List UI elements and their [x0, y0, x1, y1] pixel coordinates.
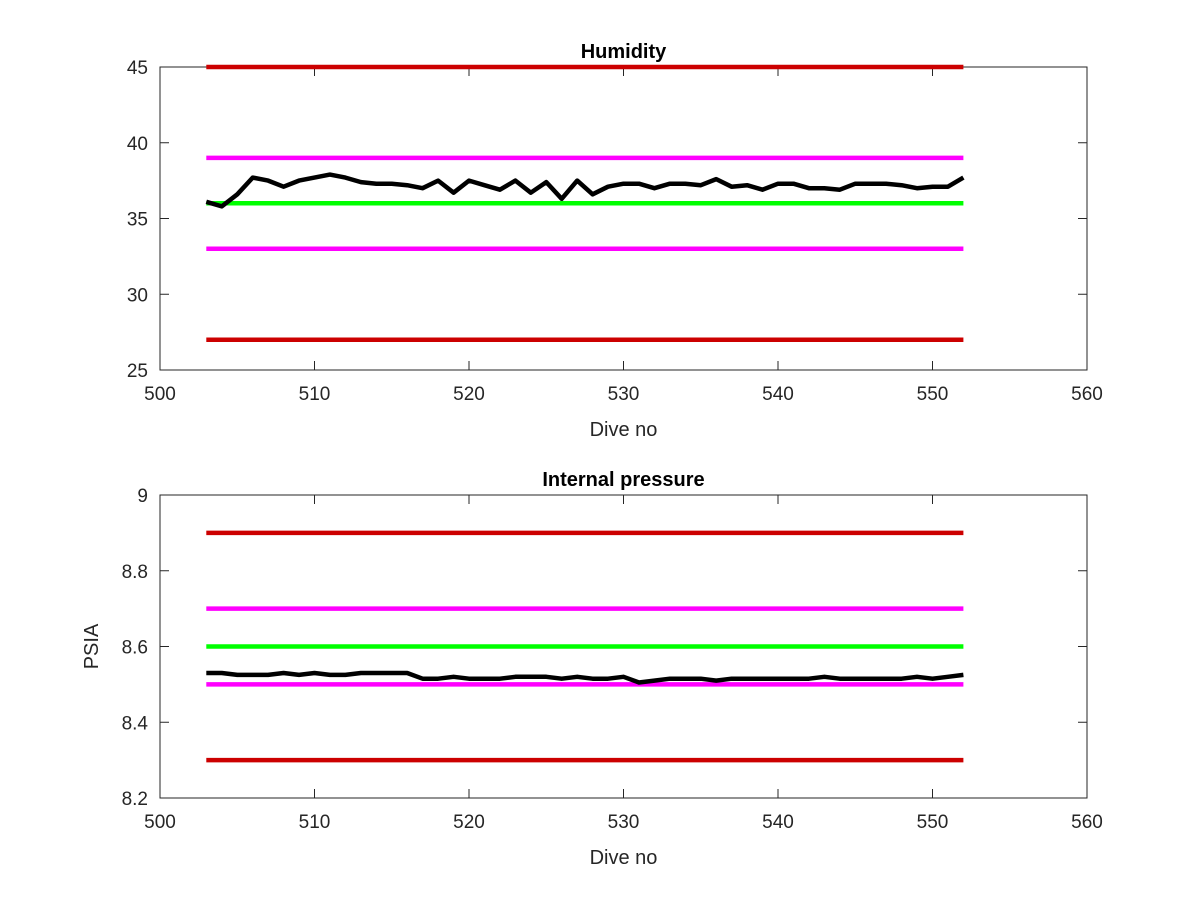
humidity-x-tick-label: 540 — [762, 384, 794, 405]
pressure-x-tick-label: 500 — [144, 812, 176, 833]
pressure-y-tick-label: 8.2 — [122, 789, 148, 810]
pressure-y-tick-label: 8.8 — [122, 562, 148, 583]
pressure-x-tick-label: 530 — [608, 812, 640, 833]
humidity-x-tick-label: 510 — [299, 384, 331, 405]
pressure-y-axis-label: PSIA — [81, 623, 103, 669]
pressure-data-line — [206, 670, 964, 685]
pressure-plot: 500 510 520 530 540 550 560 8.2 8.4 8.6 8.8 9 Inter… — [81, 469, 1103, 869]
pressure-x-tick-label: 520 — [453, 812, 485, 833]
humidity-x-tick-label: 500 — [144, 384, 176, 405]
humidity-axes-frame — [159, 66, 1088, 371]
pressure-title: Internal pressure — [542, 469, 704, 491]
humidity-y-tick-label: 30 — [127, 285, 148, 306]
pressure-x-tick-label: 560 — [1071, 812, 1103, 833]
humidity-x-tick-label: 530 — [608, 384, 640, 405]
pressure-ticks: 500 510 520 530 540 550 560 8.2 8.4 8.6 8.8 9 — [122, 486, 1103, 833]
pressure-series — [206, 530, 964, 763]
humidity-title: Humidity — [581, 41, 667, 63]
pressure-x-axis-label: Dive no — [590, 847, 658, 869]
humidity-data-line — [205, 172, 965, 209]
humidity-plot: 500 510 520 530 540 550 560 25 30 35 40 45 Humidity… — [127, 41, 1103, 441]
pressure-y-tick-label: 9 — [137, 486, 148, 507]
pressure-y-tick-label: 8.6 — [122, 638, 148, 659]
humidity-ticks: 500 510 520 530 540 550 560 25 30 35 40 45 — [127, 58, 1103, 405]
humidity-y-tick-label: 25 — [127, 361, 148, 382]
pressure-y-tick-label: 8.4 — [122, 713, 149, 734]
humidity-y-tick-label: 40 — [127, 134, 148, 155]
humidity-x-axis-label: Dive no — [590, 419, 658, 441]
humidity-x-tick-label: 550 — [917, 384, 949, 405]
humidity-x-tick-label: 520 — [453, 384, 485, 405]
pressure-x-tick-label: 550 — [917, 812, 949, 833]
pressure-x-tick-label: 540 — [762, 812, 794, 833]
humidity-y-tick-label: 45 — [127, 58, 148, 79]
pressure-x-tick-label: 510 — [299, 812, 331, 833]
humidity-x-tick-label: 560 — [1071, 384, 1103, 405]
humidity-y-tick-label: 35 — [127, 210, 148, 231]
humidity-series — [205, 64, 965, 342]
